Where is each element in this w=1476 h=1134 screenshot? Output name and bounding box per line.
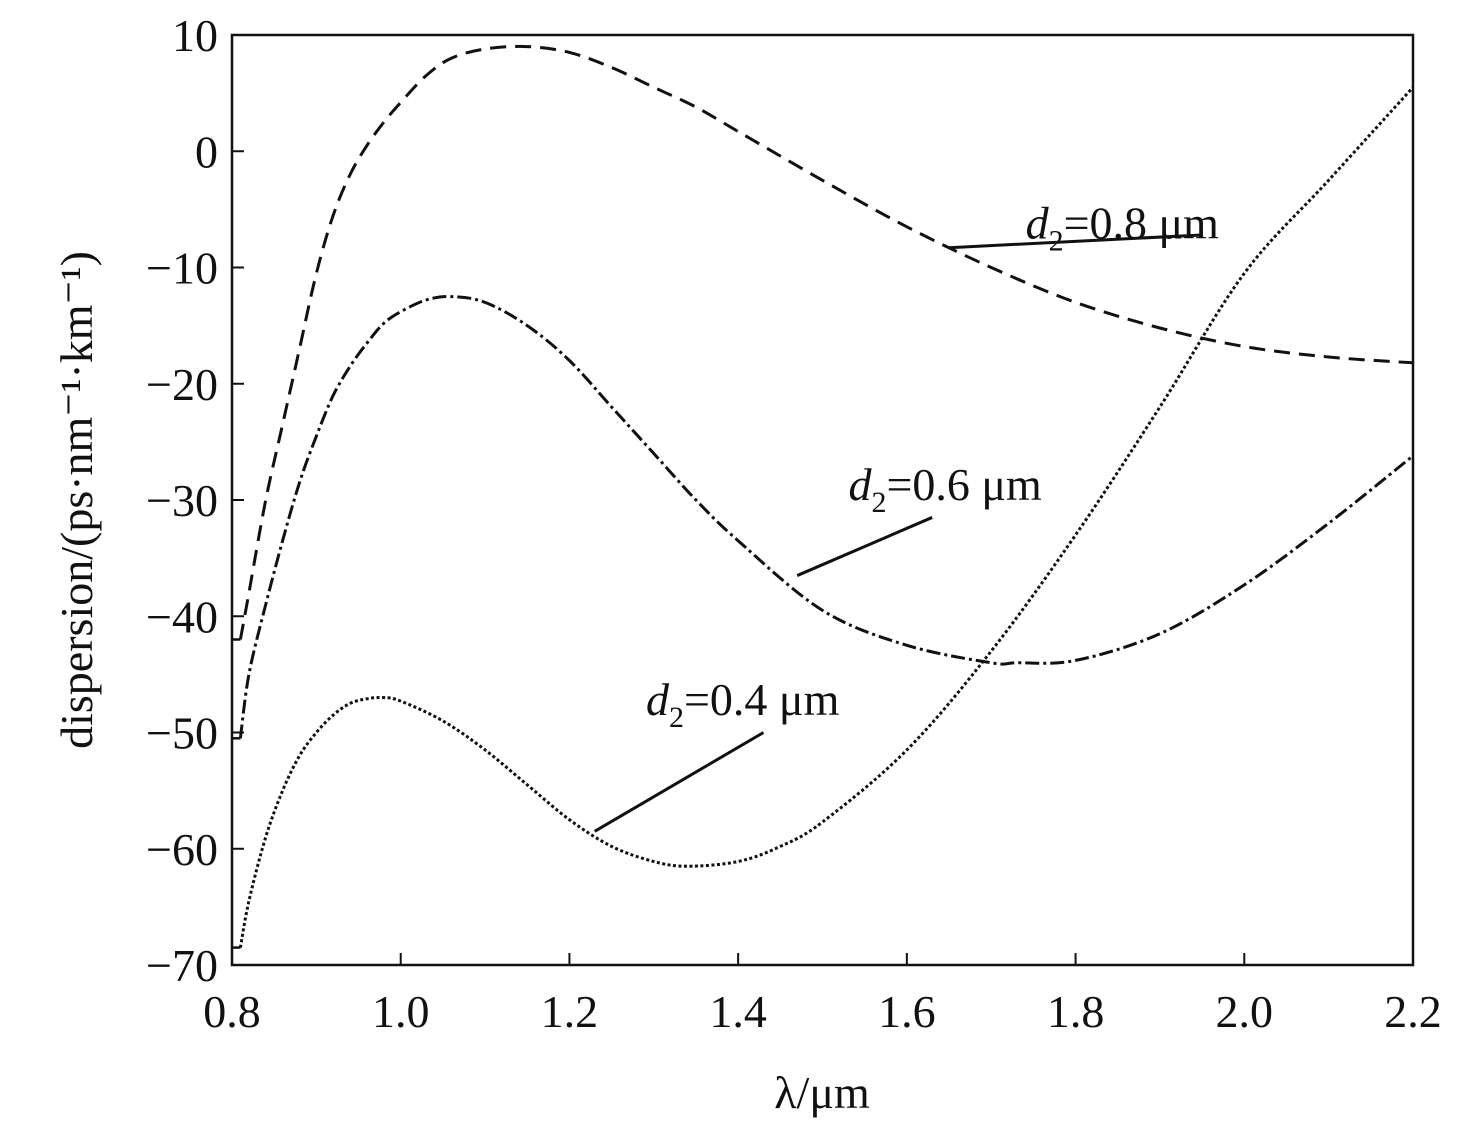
y-tick-label: −70 bbox=[146, 940, 218, 991]
label-d2-0p8-variable: d bbox=[1026, 197, 1050, 248]
x-tick-label: 2.0 bbox=[1216, 986, 1274, 1037]
ticks-layer: 0.8 1.0 1.2 1.4 1.6 1.8 2.0 2.2 10 0 −10 −20 −30 −40 −… bbox=[146, 10, 1442, 1037]
x-tick-label: 1.6 bbox=[878, 986, 936, 1037]
x-tick-label: 1.8 bbox=[1047, 986, 1105, 1037]
label-d2-0p6-subscript: 2 bbox=[871, 486, 886, 519]
y-axis-title: dispersion/(ps·nm⁻¹·km⁻¹) bbox=[51, 251, 102, 749]
y-tick-label: 0 bbox=[195, 126, 218, 177]
y-tick-label: −20 bbox=[146, 359, 218, 410]
label-d2-0p8-value: =0.8 μm bbox=[1064, 197, 1220, 248]
x-tick-label: 2.2 bbox=[1384, 986, 1442, 1037]
y-tick-label: −50 bbox=[146, 708, 218, 759]
label-d2-0p8-subscript: 2 bbox=[1049, 224, 1064, 257]
label-d2-0p6-variable: d bbox=[848, 459, 872, 510]
y-tick-label: −40 bbox=[146, 591, 218, 642]
x-tick-label: 1.0 bbox=[372, 986, 430, 1037]
label-d2-0p8-leader-line bbox=[948, 233, 1203, 250]
curve-d2-0p4 bbox=[238, 86, 1415, 948]
label-d2-0p4-leader-line bbox=[593, 731, 765, 833]
label-d2-0p6-leader-line bbox=[796, 516, 933, 577]
y-tick-label: 10 bbox=[172, 10, 218, 61]
plot-frame bbox=[230, 33, 1415, 967]
curves-layer bbox=[232, 44, 1415, 949]
x-axis-title: λ/μm bbox=[774, 1067, 870, 1118]
label-d2-0p4-value: =0.4 μm bbox=[684, 674, 840, 725]
label-d2-0p6-value: =0.6 μm bbox=[886, 459, 1042, 510]
y-tick-label: −10 bbox=[146, 243, 218, 294]
label-d2-0p8: d2=0.8 μm bbox=[1026, 197, 1220, 257]
x-tick-label: 1.2 bbox=[541, 986, 599, 1037]
label-d2-0p6: d2=0.6 μm bbox=[848, 459, 1042, 519]
y-tick-label: −60 bbox=[146, 824, 218, 875]
y-tick-label: −30 bbox=[146, 475, 218, 526]
x-tick-label: 1.4 bbox=[709, 986, 767, 1037]
curve-d2-0p6 bbox=[238, 295, 1414, 739]
label-d2-0p4: d2=0.4 μm bbox=[646, 674, 840, 734]
label-d2-0p4-variable: d bbox=[646, 674, 670, 725]
label-d2-0p4-subscript: 2 bbox=[669, 701, 684, 734]
curve-d2-0p8 bbox=[238, 44, 1414, 640]
x-tick-label: 0.8 bbox=[203, 986, 261, 1037]
frame-layer bbox=[230, 33, 1415, 967]
